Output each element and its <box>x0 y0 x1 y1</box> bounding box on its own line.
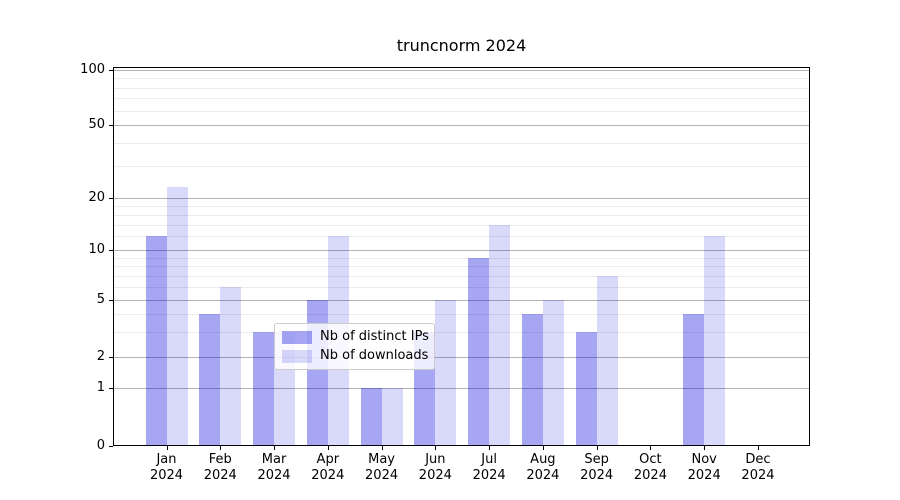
y-tick-label-1: 1 <box>96 380 105 395</box>
x-tick-mark-may <box>381 446 383 450</box>
legend-item-downloads: Nb of downloads <box>282 348 429 363</box>
bar-aug-distinct-ips <box>521 313 543 445</box>
bar-nov-downloads <box>704 236 726 445</box>
gridline-10 <box>114 250 809 251</box>
gridline-minor-40 <box>114 142 809 144</box>
x-tick-label-jun: Jun 2024 <box>418 452 452 483</box>
gridline-minor-6 <box>114 286 809 288</box>
x-tick-label-jul: Jul 2024 <box>472 452 506 483</box>
gridline-5 <box>114 300 809 301</box>
gridline-minor-12 <box>114 236 809 238</box>
bar-sep-downloads <box>596 275 618 445</box>
x-tick-mark-jun <box>435 446 437 450</box>
bar-jun-downloads <box>435 300 457 445</box>
x-tick-label-oct: Oct 2024 <box>633 452 667 483</box>
x-tick-label-feb: Feb 2024 <box>203 452 237 483</box>
x-tick-mark-feb <box>220 446 222 450</box>
y-tick-label-2: 2 <box>96 349 105 364</box>
y-tick-mark-100 <box>109 70 113 71</box>
bar-feb-downloads <box>220 286 242 445</box>
y-tick-label-0: 0 <box>96 438 105 453</box>
legend-label-downloads: Nb of downloads <box>320 348 429 363</box>
x-tick-label-aug: Aug 2024 <box>526 452 560 483</box>
x-tick-label-dec: Dec 2024 <box>741 452 775 483</box>
bar-may-downloads <box>381 388 403 445</box>
legend-swatch-downloads <box>282 349 312 363</box>
gridline-minor-70 <box>114 98 809 100</box>
y-tick-label-100: 100 <box>80 62 105 77</box>
y-tick-label-20: 20 <box>88 190 105 205</box>
gridline-minor-80 <box>114 87 809 89</box>
gridline-minor-60 <box>114 110 809 112</box>
gridline-1 <box>114 388 809 389</box>
x-tick-label-nov: Nov 2024 <box>687 452 721 483</box>
gridline-minor-16 <box>114 214 809 216</box>
bar-mar-distinct-ips <box>253 331 275 445</box>
gridline-minor-4 <box>114 313 809 315</box>
gridline-50 <box>114 125 809 126</box>
x-tick-mark-oct <box>650 446 652 450</box>
legend-label-distinct-ips: Nb of distinct IPs <box>320 329 429 344</box>
y-tick-mark-50 <box>109 125 113 126</box>
y-tick-mark-1 <box>109 388 113 389</box>
x-tick-label-may: May 2024 <box>365 452 399 483</box>
x-tick-mark-jan <box>166 446 168 450</box>
y-tick-mark-5 <box>109 300 113 301</box>
gridline-minor-90 <box>114 78 809 80</box>
x-tick-mark-aug <box>542 446 544 450</box>
gridline-minor-3 <box>114 331 809 333</box>
bar-sep-distinct-ips <box>575 331 597 445</box>
y-tick-mark-20 <box>109 198 113 199</box>
bar-jan-downloads <box>166 186 188 445</box>
legend-swatch-distinct-ips <box>282 330 312 344</box>
x-tick-label-jan: Jan 2024 <box>149 452 184 483</box>
y-tick-mark-10 <box>109 250 113 251</box>
bar-jan-distinct-ips <box>145 236 167 445</box>
chart-title: truncnorm 2024 <box>396 36 527 55</box>
x-tick-mark-jul <box>489 446 491 450</box>
bar-jul-downloads <box>489 224 511 445</box>
bar-jul-distinct-ips <box>468 257 490 445</box>
x-tick-label-mar: Mar 2024 <box>257 452 291 483</box>
y-tick-mark-0 <box>109 446 113 447</box>
gridline-minor-18 <box>114 205 809 207</box>
y-tick-label-10: 10 <box>88 242 105 257</box>
x-tick-mark-nov <box>704 446 706 450</box>
legend-item-distinct-ips: Nb of distinct IPs <box>282 329 429 344</box>
legend: Nb of distinct IPs Nb of downloads <box>274 323 435 370</box>
gridline-minor-9 <box>114 257 809 259</box>
bar-apr-distinct-ips <box>306 300 328 445</box>
x-tick-label-apr: Apr 2024 <box>311 452 345 483</box>
bar-feb-distinct-ips <box>199 313 221 445</box>
bar-nov-distinct-ips <box>683 313 705 445</box>
x-tick-mark-dec <box>757 446 759 450</box>
x-tick-mark-sep <box>596 446 598 450</box>
plot-area <box>113 67 810 446</box>
gridline-minor-14 <box>114 224 809 226</box>
x-tick-mark-apr <box>327 446 329 450</box>
y-tick-mark-2 <box>109 357 113 358</box>
bar-aug-downloads <box>542 300 564 445</box>
gridline-100 <box>114 70 809 71</box>
x-tick-mark-mar <box>274 446 276 450</box>
gridline-minor-8 <box>114 266 809 268</box>
gridline-minor-7 <box>114 275 809 277</box>
y-tick-label-50: 50 <box>88 117 105 132</box>
gridline-2 <box>114 357 809 358</box>
gridline-minor-30 <box>114 165 809 167</box>
x-tick-label-sep: Sep 2024 <box>580 452 614 483</box>
bar-may-distinct-ips <box>360 388 382 445</box>
gridline-20 <box>114 198 809 199</box>
y-tick-label-5: 5 <box>96 292 105 307</box>
